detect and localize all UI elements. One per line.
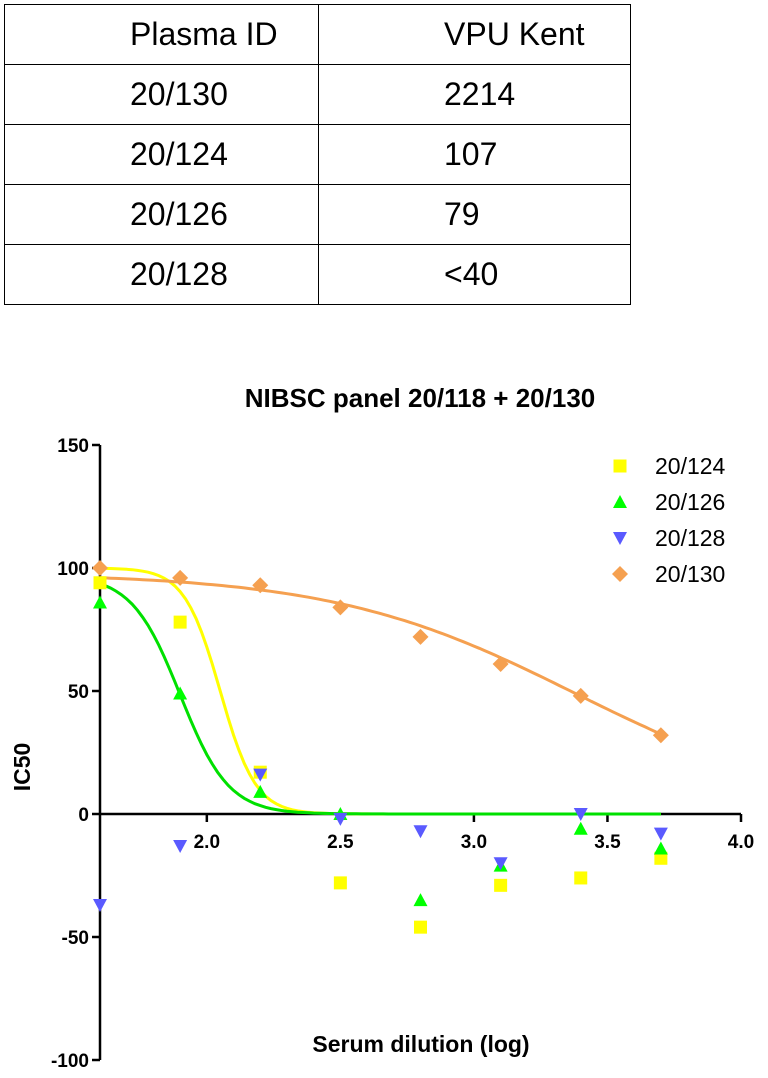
legend-marker-20-126 — [613, 495, 627, 508]
y-tick-label: 100 — [57, 559, 89, 580]
table-header-cell: Plasma ID — [4, 4, 319, 65]
legend-label: 20/126 — [655, 489, 725, 515]
y-tick-label: 150 — [57, 436, 89, 457]
y-axis-label: IC50 — [9, 743, 35, 792]
data-point-20-128 — [93, 899, 107, 913]
data-point-20-130 — [492, 655, 509, 672]
data-point-20-130 — [652, 727, 669, 744]
y-tick-label: -100 — [51, 1051, 89, 1072]
data-point-20-124 — [494, 878, 508, 892]
data-point-20-124 — [93, 576, 107, 590]
x-axis-label: Serum dilution (log) — [312, 1031, 529, 1057]
data-point-20-130 — [92, 560, 108, 576]
data-point-20-126 — [413, 893, 428, 907]
plasma-table: Plasma ID VPU Kent 20/130 2214 20/124 107 20/1… — [4, 4, 631, 305]
data-point-20-126 — [573, 821, 588, 835]
x-tick-label: 2.5 — [327, 832, 354, 853]
data-point-20-124 — [654, 851, 668, 865]
data-point-20-126 — [93, 595, 107, 609]
data-point-20-128 — [413, 825, 428, 839]
data-point-20-130 — [412, 628, 429, 645]
table-cell: 20/130 — [4, 64, 319, 125]
y-tick-label: 50 — [68, 682, 89, 703]
data-point-20-124 — [414, 920, 427, 934]
legend-label: 20/130 — [655, 561, 725, 587]
data-point-20-126 — [173, 686, 188, 700]
data-point-20-126 — [253, 784, 268, 798]
legend-marker-20-130 — [612, 566, 628, 582]
data-point-20-124 — [333, 876, 347, 890]
data-point-20-130 — [332, 599, 349, 616]
y-tick-label: 0 — [78, 805, 89, 826]
table-cell: 20/128 — [4, 244, 319, 305]
legend-label: 20/128 — [655, 525, 725, 551]
x-tick-label: 3.5 — [594, 832, 621, 853]
x-tick-label: 2.0 — [194, 832, 220, 853]
x-tick-label: 4.0 — [728, 832, 754, 853]
data-point-20-128 — [253, 768, 268, 782]
table-row: 20/124 107 — [4, 124, 631, 185]
data-point-20-124 — [173, 615, 187, 629]
legend-marker-20-128 — [613, 532, 627, 545]
table-cell: 107 — [318, 124, 631, 185]
fit-curve-20-126 — [99, 582, 661, 816]
table-row: 20/128 <40 — [4, 244, 631, 305]
y-tick-label: -50 — [62, 928, 89, 949]
data-point-20-130 — [572, 687, 589, 704]
data-point-20-128 — [653, 827, 668, 841]
data-point-20-128 — [173, 839, 188, 853]
data-point-20-126 — [653, 841, 668, 855]
table-header-row: Plasma ID VPU Kent — [4, 4, 631, 65]
data-point-20-130 — [252, 577, 269, 594]
legend-label: 20/124 — [655, 453, 726, 479]
data-point-20-124 — [574, 871, 588, 885]
chart-title: NIBSC panel 20/118 + 20/130 — [245, 383, 596, 413]
data-point-20-128 — [333, 812, 348, 826]
fit-curve-20-124 — [99, 566, 661, 816]
data-point-20-128 — [493, 857, 508, 871]
fit-curve-20-130 — [99, 576, 662, 736]
table-cell: <40 — [318, 244, 631, 305]
data-point-20-128 — [573, 808, 588, 821]
legend-marker-20-124 — [613, 459, 627, 473]
data-point-20-130 — [172, 569, 189, 586]
table-header-cell: VPU Kent — [318, 4, 631, 65]
x-tick-label: 3.0 — [461, 832, 487, 853]
